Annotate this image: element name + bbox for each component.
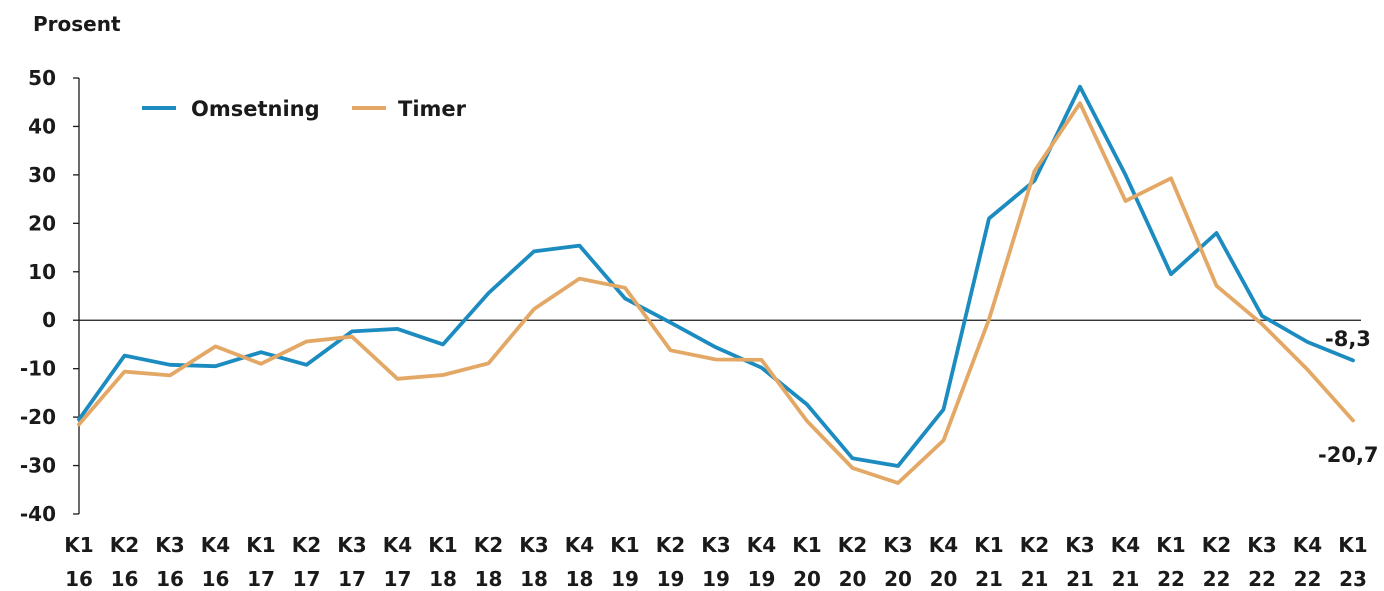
x-tick-label-year: 20 [884,567,912,591]
x-tick-label-year: 18 [520,567,548,591]
x-tick-label-quarter: K3 [519,533,548,557]
x-tick-label-year: 17 [293,567,321,591]
x-tick-label-quarter: K2 [838,533,867,557]
y-tick-label: 50 [28,66,56,90]
legend-label-omsetning: Omsetning [191,97,320,121]
x-tick-label-year: 22 [1294,567,1322,591]
x-tick-label-quarter: K4 [201,533,230,557]
x-axis: K1 16 K2 16 K3 16 K4 16 K1 17 K2 17 K3 17 K4 17 K1 18 K2 18… [64,533,1367,591]
x-tick-label-quarter: K1 [792,533,821,557]
y-tick-label: 30 [28,163,56,187]
x-tick-label-quarter: K1 [974,533,1003,557]
end-label-timer: -20,7 [1318,443,1379,467]
x-tick-label-quarter: K2 [656,533,685,557]
x-tick-label-year: 20 [793,567,821,591]
x-tick-label-quarter: K2 [1020,533,1049,557]
y-tick-label: 20 [28,211,56,235]
x-tick-label-year: 19 [611,567,639,591]
x-tick-label-quarter: K1 [610,533,639,557]
y-tick-label: 40 [28,114,56,138]
x-tick-label-quarter: K3 [1247,533,1276,557]
x-tick-label-quarter: K1 [246,533,275,557]
x-tick-label-year: 23 [1339,567,1367,591]
x-tick-label-quarter: K4 [565,533,594,557]
x-tick-label-quarter: K2 [292,533,321,557]
legend-label-timer: Timer [398,97,467,121]
end-labels: -8,3 -20,7 [1318,327,1379,467]
y-tick-label: -40 [20,502,56,526]
x-tick-label-quarter: K3 [1065,533,1094,557]
x-tick-label-year: 22 [1157,567,1185,591]
x-tick-label-year: 16 [202,567,230,591]
x-tick-label-year: 19 [702,567,730,591]
x-tick-label-quarter: K4 [747,533,776,557]
x-tick-label-quarter: K1 [64,533,93,557]
x-tick-label-quarter: K1 [1338,533,1367,557]
x-tick-label-quarter: K2 [474,533,503,557]
y-tick-label: -30 [20,454,56,478]
legend: Omsetning Timer [142,97,467,121]
x-tick-label-quarter: K3 [155,533,184,557]
y-axis-title: Prosent [33,12,121,36]
x-tick-label-year: 16 [65,567,93,591]
x-tick-label-quarter: K4 [1293,533,1322,557]
x-tick-label-year: 18 [429,567,457,591]
y-tick-label: 10 [28,260,56,284]
x-tick-label-year: 19 [748,567,776,591]
x-tick-label-year: 19 [657,567,685,591]
y-tick-label: -20 [20,405,56,429]
x-tick-label-year: 21 [975,567,1003,591]
x-tick-label-year: 17 [247,567,275,591]
series-line-omsetning [77,84,1355,468]
y-tick-label: -10 [20,357,56,381]
x-tick-label-year: 17 [338,567,366,591]
x-tick-label-year: 21 [1066,567,1094,591]
x-tick-label-year: 20 [839,567,867,591]
x-tick-label-year: 18 [475,567,503,591]
x-tick-label-year: 22 [1248,567,1276,591]
y-axis: 50 40 30 20 10 0 -10 -20 -30 -40 [20,66,1361,526]
x-tick-label-quarter: K3 [701,533,730,557]
x-tick-label-year: 20 [930,567,958,591]
x-tick-label-year: 21 [1112,567,1140,591]
x-tick-label-quarter: K1 [428,533,457,557]
x-tick-label-year: 17 [384,567,412,591]
x-tick-label-quarter: K4 [929,533,958,557]
x-tick-label-year: 22 [1203,567,1231,591]
x-tick-label-year: 18 [566,567,594,591]
x-tick-label-quarter: K4 [383,533,412,557]
x-tick-label-year: 16 [111,567,139,591]
x-tick-label-quarter: K2 [1202,533,1231,557]
x-tick-label-quarter: K3 [883,533,912,557]
x-tick-label-quarter: K4 [1111,533,1140,557]
end-label-omsetning: -8,3 [1325,327,1371,351]
series-line-timer [77,101,1355,485]
x-tick-label-year: 16 [156,567,184,591]
y-tick-label: 0 [42,308,56,332]
x-tick-label-year: 21 [1021,567,1049,591]
x-tick-label-quarter: K2 [110,533,139,557]
x-tick-label-quarter: K1 [1156,533,1185,557]
x-tick-label-quarter: K3 [337,533,366,557]
series-lines [77,84,1355,485]
